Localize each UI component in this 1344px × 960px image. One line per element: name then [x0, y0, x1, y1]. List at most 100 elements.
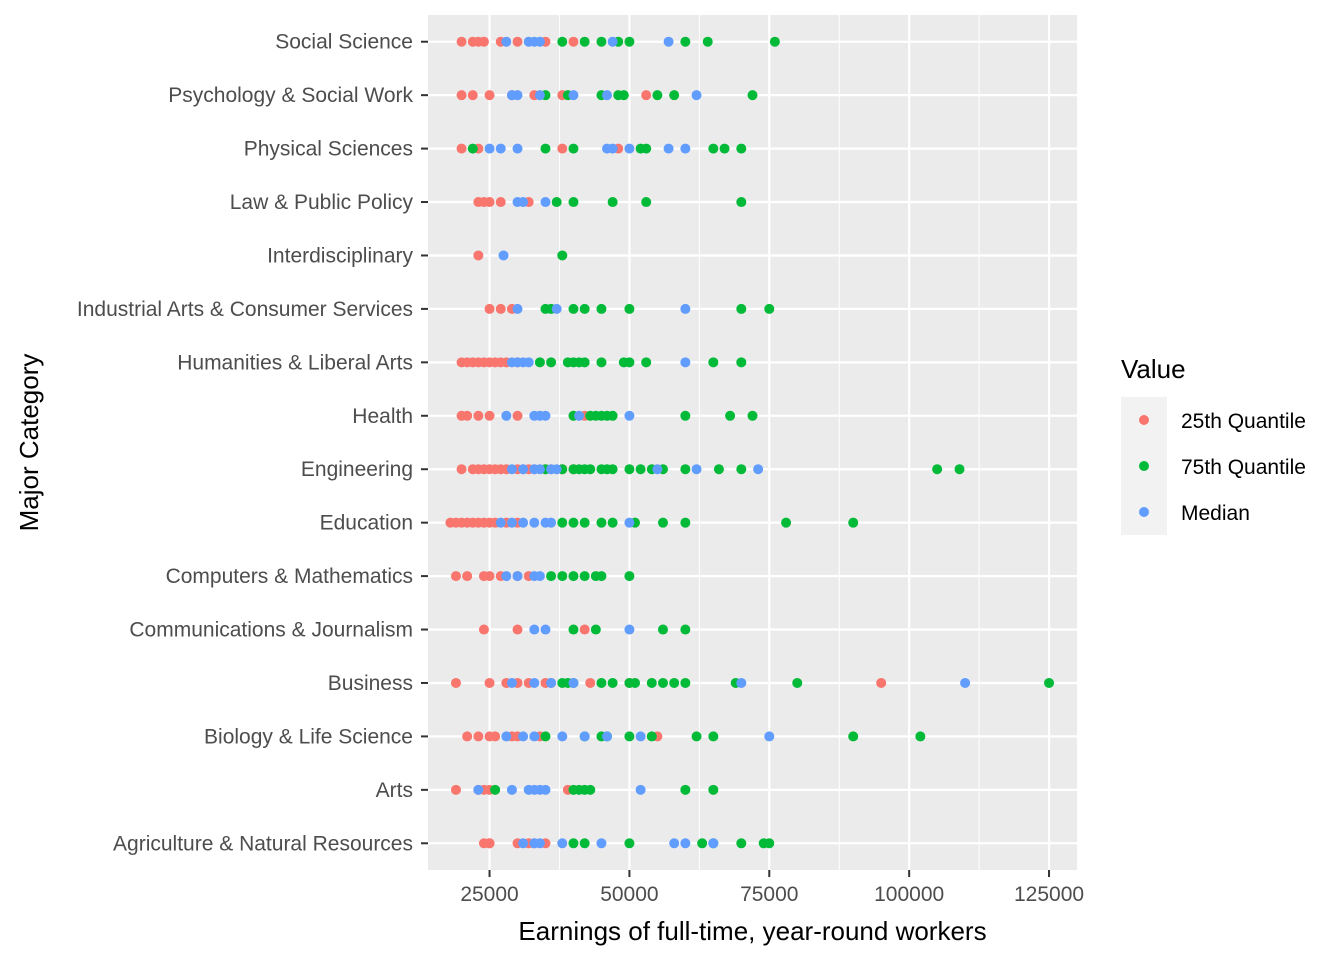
data-point [484, 90, 495, 101]
data-point [490, 731, 501, 742]
data-point [624, 731, 635, 742]
data-point [568, 677, 579, 688]
y-axis: Agriculture & Natural Resources Arts Biolo… [77, 31, 428, 855]
data-point [691, 731, 702, 742]
data-point [506, 677, 517, 688]
y-tick-label: Industrial Arts & Consumer Services [77, 298, 413, 321]
data-point [557, 731, 568, 742]
data-point [478, 624, 489, 635]
data-point [529, 517, 540, 528]
data-point [529, 624, 540, 635]
data-point [764, 303, 775, 314]
data-point [450, 571, 461, 582]
data-points [445, 36, 1055, 849]
y-tick-label: Biology & Life Science [204, 725, 413, 748]
data-point [669, 838, 680, 849]
data-point [624, 143, 635, 154]
data-point [680, 303, 691, 314]
data-point [736, 677, 747, 688]
data-point [680, 143, 691, 154]
data-point [680, 784, 691, 795]
data-point [484, 571, 495, 582]
data-point [523, 357, 534, 368]
data-point [1044, 677, 1055, 688]
data-point [624, 571, 635, 582]
data-point [596, 517, 607, 528]
legend-title: Value [1121, 354, 1186, 384]
data-point [534, 464, 545, 475]
y-tick-label: Agriculture & Natural Resources [113, 832, 413, 855]
data-point [518, 517, 529, 528]
data-point [540, 143, 551, 154]
data-point [579, 571, 590, 582]
data-point [540, 197, 551, 208]
data-point [680, 677, 691, 688]
data-point [568, 571, 579, 582]
data-point [680, 464, 691, 475]
data-point [512, 90, 523, 101]
data-point [596, 571, 607, 582]
series-median [473, 36, 971, 849]
data-point [546, 571, 557, 582]
data-point [540, 731, 551, 742]
data-point [534, 36, 545, 47]
data-point [579, 731, 590, 742]
data-point [450, 784, 461, 795]
data-point [546, 357, 557, 368]
data-point [456, 36, 467, 47]
data-point [646, 731, 657, 742]
data-point [960, 677, 971, 688]
data-point [506, 464, 517, 475]
data-point [462, 731, 473, 742]
data-point [848, 517, 859, 528]
data-point [546, 677, 557, 688]
data-point [876, 677, 887, 688]
data-point [725, 410, 736, 421]
data-point [697, 838, 708, 849]
data-point [490, 784, 501, 795]
data-point [669, 90, 680, 101]
data-point [602, 731, 613, 742]
y-tick-label: Health [352, 405, 413, 428]
data-point [708, 143, 719, 154]
data-point [512, 303, 523, 314]
data-point [691, 464, 702, 475]
data-point [529, 677, 540, 688]
data-point [747, 410, 758, 421]
data-point [652, 464, 663, 475]
legend-key [1139, 461, 1149, 471]
data-point [932, 464, 943, 475]
data-point [764, 731, 775, 742]
data-point [557, 517, 568, 528]
data-point [568, 90, 579, 101]
y-tick-label: Communications & Journalism [129, 619, 413, 642]
data-point [736, 464, 747, 475]
data-point [691, 90, 702, 101]
data-point [635, 784, 646, 795]
data-point [546, 517, 557, 528]
y-tick-label: Education [320, 512, 413, 535]
data-point [512, 36, 523, 47]
data-point [467, 90, 478, 101]
data-point [708, 357, 719, 368]
data-point [781, 517, 792, 528]
x-axis: 25000 50000 75000 100000 125000 [460, 870, 1084, 906]
data-point [534, 357, 545, 368]
x-tick-label: 75000 [740, 883, 798, 906]
data-point [607, 410, 618, 421]
data-point [540, 410, 551, 421]
data-point [495, 517, 506, 528]
data-point [596, 36, 607, 47]
data-point [512, 410, 523, 421]
data-point [501, 36, 512, 47]
data-point [624, 624, 635, 635]
data-point [680, 36, 691, 47]
data-point [915, 731, 926, 742]
data-point [540, 624, 551, 635]
data-point [501, 571, 512, 582]
data-point [568, 517, 579, 528]
data-point [456, 464, 467, 475]
data-point [579, 517, 590, 528]
data-point [657, 517, 668, 528]
